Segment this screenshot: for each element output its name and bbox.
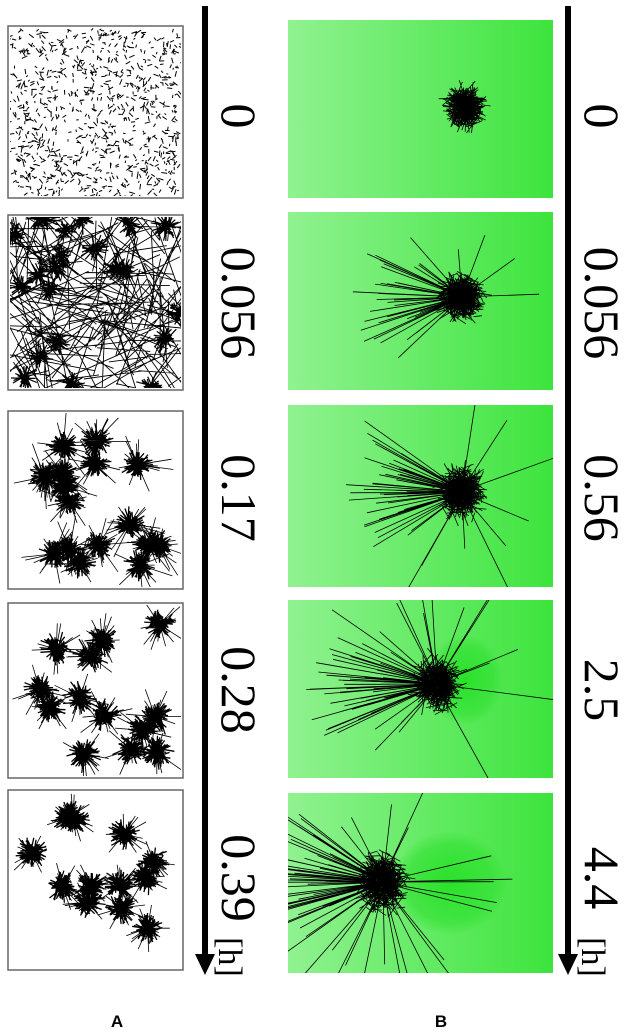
panel-a-frame-3 <box>7 410 184 590</box>
panel-b-frame-1 <box>288 20 553 198</box>
panel-a-frame-5 <box>7 789 184 971</box>
panel-a-frame-1 <box>7 25 184 199</box>
panel-b-time-label: 0 <box>574 104 624 129</box>
panel-b-time-label: 2.5 <box>574 659 624 722</box>
panel-b-time-label: 0.56 <box>574 454 624 542</box>
panel-a-time-labels: 0 0.056 0.17 0.28 0.39 <box>211 104 267 922</box>
panel-a-frame-4 <box>7 602 184 779</box>
panel-b-unit-label: [h] <box>574 937 611 977</box>
panel-a-unit-label: [h] <box>211 937 248 977</box>
panel-b-time-labels: 0 0.056 0.56 2.5 4.4 <box>574 104 624 910</box>
panel-b-time-label: 4.4 <box>574 847 624 910</box>
panel-a-time-label: 0 <box>211 104 267 129</box>
panel-a-time-label: 0.056 <box>211 247 267 360</box>
panel-b-time-label: 0.056 <box>574 247 624 360</box>
panel-b-frames <box>288 20 553 973</box>
panel-b-frame-3 <box>288 405 553 587</box>
panel-a-time-label: 0.39 <box>211 834 267 922</box>
panel-b-timeline: 0 0.056 0.56 2.5 4.4 <box>558 6 624 975</box>
panel-a-time-label: 0.17 <box>211 454 267 542</box>
panel-b-frame-5 <box>288 793 553 973</box>
panel-b-frame-2 <box>288 212 553 390</box>
panel-a-frame-2 <box>7 214 184 391</box>
panel-b-arrow-head <box>558 954 578 975</box>
panel-a-label: A <box>111 1012 123 1031</box>
panel-a-time-label: 0.28 <box>211 646 267 734</box>
panel-b-frame-4 <box>288 600 553 778</box>
panel-a-arrow-head <box>195 954 215 975</box>
panel-b-label: B <box>435 1012 447 1031</box>
panel-a-timeline: 0 0.056 0.17 0.28 0.39 <box>195 6 267 975</box>
panel-a-frames <box>7 25 184 971</box>
